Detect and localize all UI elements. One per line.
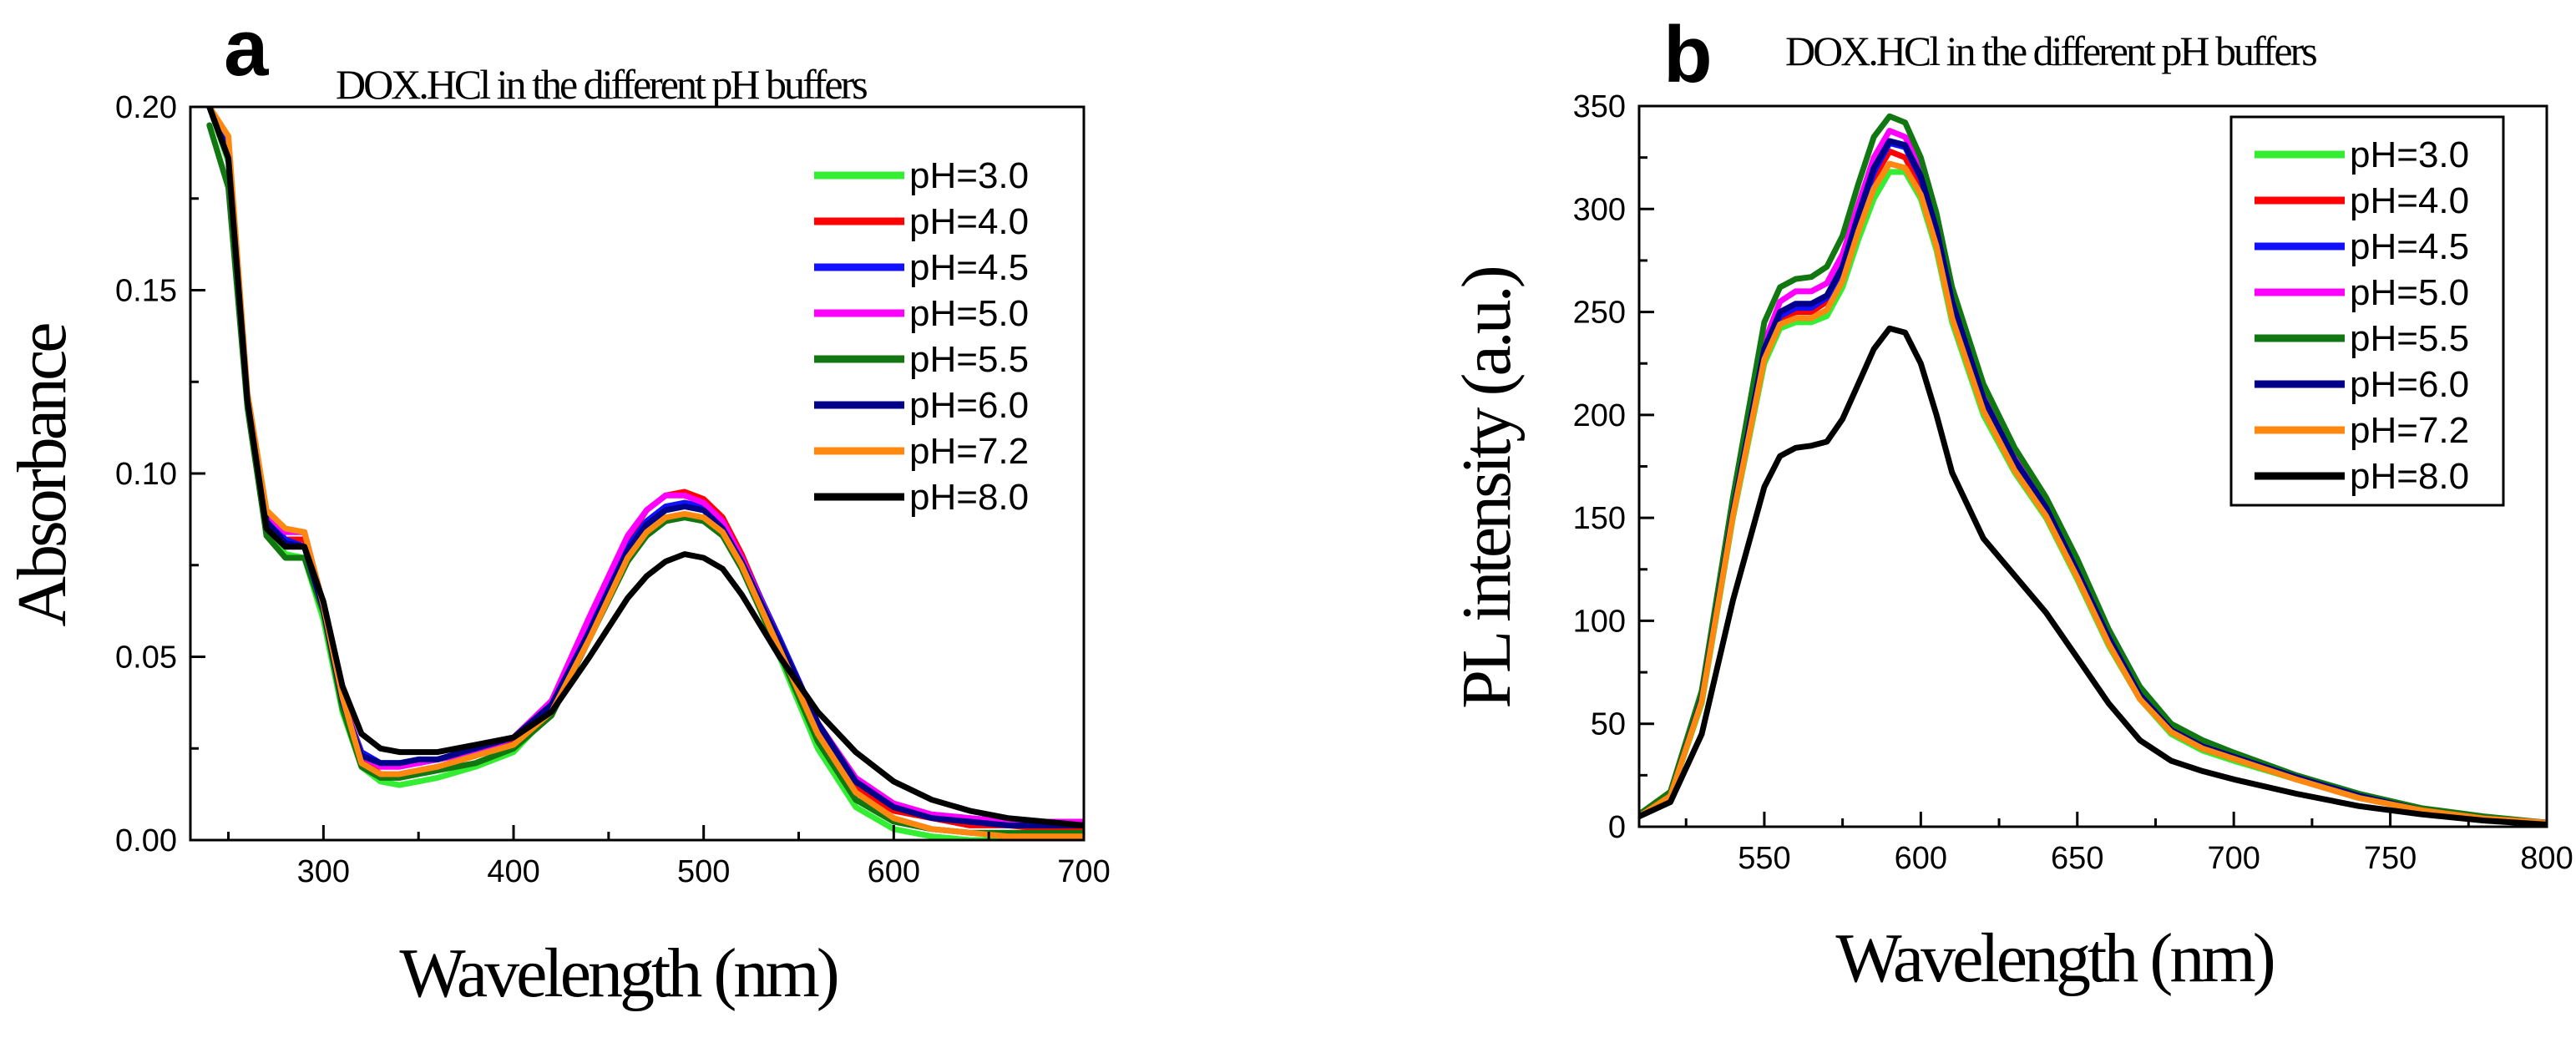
panel-a-y-tick-label: 0.00 (115, 823, 177, 858)
panel-b-legend-label-6: pH=7.2 (2350, 410, 2469, 451)
panel-b-y-tick-label: 200 (1573, 398, 1626, 433)
panel-a: a DOX.HCl in the different pH buffers 30… (3, 3, 1111, 1012)
panel-a-series-line-7 (206, 107, 1084, 828)
panel-b-series-group (1639, 113, 2547, 827)
panel-a-x-tick-label: 300 (297, 854, 350, 889)
panel-a-plot-area: 300 400 500 600 700 0.00 0.05 0.10 0.15 0.20 pH=3.… (115, 90, 1111, 889)
panel-a-series-group (206, 107, 1084, 840)
panel-a-legend-label-2: pH=4.5 (909, 247, 1029, 288)
panel-a-x-tick-label: 700 (1057, 854, 1110, 889)
panel-b-series-line-4 (1639, 113, 2547, 826)
panel-a-y-tick-label: 0.10 (115, 457, 177, 492)
panel-b-x-tick-label: 600 (1895, 841, 1947, 876)
panel-a-x-tick-label: 600 (868, 854, 920, 889)
panel-a-legend: pH=3.0 pH=4.0 pH=4.5 pH=5.0 pH=5.5 pH=6.0 pH=7… (814, 155, 1029, 518)
panel-b-plot-area: 550 600 650 700 750 800 0 50 100 150 200 250 300 350 p… (1573, 89, 2573, 876)
panel-b-x-tick-label: 650 (2051, 841, 2103, 876)
panel-a-subtitle: DOX.HCl in the different pH buffers (336, 61, 867, 108)
panel-b-legend-label-2: pH=4.5 (2350, 226, 2469, 267)
panel-b-y-tick-label: 150 (1573, 501, 1626, 536)
panel-a-y-tick-label: 0.20 (115, 90, 177, 125)
panel-b-legend-label-0: pH=3.0 (2350, 134, 2469, 175)
panel-b-legend-label-4: pH=5.5 (2350, 318, 2469, 359)
panel-a-legend-label-0: pH=3.0 (909, 155, 1029, 196)
panel-a-legend-label-4: pH=5.5 (909, 339, 1029, 380)
panel-a-legend-label-5: pH=6.0 (909, 385, 1029, 426)
panel-b-legend-label-7: pH=8.0 (2350, 456, 2469, 497)
panel-b-letter: b (1663, 10, 1713, 99)
panel-b-y-tick-label: 300 (1573, 192, 1626, 227)
panel-b-legend-box (2229, 115, 2505, 507)
panel-b-series-line-7 (1639, 325, 2547, 827)
panel-b-x-tick-label: 550 (1738, 841, 1790, 876)
panel-b-legend: pH=3.0 pH=4.0 pH=4.5 pH=5.0 pH=5.5 pH=6.0 pH=7… (2229, 115, 2505, 507)
panel-b: b DOX.HCl in the different pH buffers 55… (1448, 10, 2573, 997)
panel-a-y-tick-label: 0.15 (115, 274, 177, 309)
panel-b-y-tick-label: 100 (1573, 604, 1626, 639)
panel-b-y-tick-label: 0 (1608, 810, 1626, 845)
panel-b-x-tick-label: 700 (2207, 841, 2260, 876)
panel-a-legend-label-7: pH=8.0 (909, 477, 1029, 518)
panel-b-y-tick-label: 350 (1573, 89, 1626, 124)
panel-a-x-axis-label: Wavelength (nm) (399, 934, 837, 1012)
panel-a-y-tick-label: 0.05 (115, 641, 177, 676)
panel-b-legend-label-5: pH=6.0 (2350, 364, 2469, 405)
panel-b-x-tick-label: 750 (2364, 841, 2417, 876)
panel-b-y-tick-label: 250 (1573, 296, 1626, 331)
panel-b-x-axis-label: Wavelength (nm) (1835, 919, 2273, 997)
panel-b-subtitle: DOX.HCl in the different pH buffers (1785, 28, 2316, 74)
panel-a-legend-label-6: pH=7.2 (909, 431, 1029, 472)
panel-b-legend-label-3: pH=5.0 (2350, 272, 2469, 313)
panel-b-series-line-6 (1639, 160, 2547, 826)
panel-a-letter: a (224, 3, 269, 93)
panel-b-y-tick-label: 50 (1591, 707, 1626, 742)
panel-a-legend-label-1: pH=4.0 (909, 201, 1029, 242)
panel-a-legend-label-3: pH=5.0 (909, 293, 1029, 334)
panel-b-legend-label-1: pH=4.0 (2350, 180, 2469, 221)
panel-a-x-tick-label: 400 (487, 854, 539, 889)
panel-a-x-tick-label: 500 (677, 854, 730, 889)
panel-a-y-axis-label: Absorbance (3, 324, 81, 627)
panel-b-x-tick-label: 800 (2520, 841, 2573, 876)
panel-b-y-axis-label: PL intensity (a.u.) (1448, 267, 1526, 708)
